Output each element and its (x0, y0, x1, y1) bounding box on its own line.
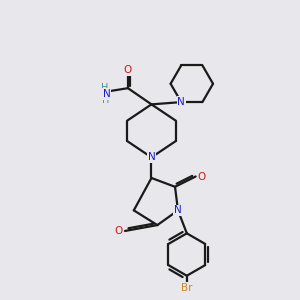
Text: O: O (124, 65, 132, 75)
Text: Br: Br (181, 283, 193, 293)
Text: N: N (148, 152, 155, 162)
Text: N: N (177, 97, 185, 107)
Text: N: N (103, 89, 110, 99)
Text: N: N (174, 206, 182, 215)
Text: H: H (102, 95, 109, 105)
Text: O: O (114, 226, 123, 236)
Text: O: O (197, 172, 206, 182)
Text: H: H (101, 82, 108, 93)
